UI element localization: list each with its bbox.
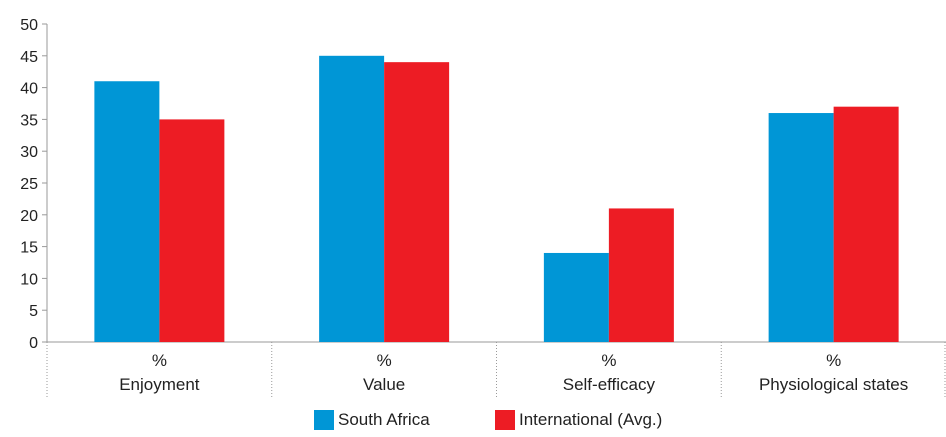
bar-south-africa-2 [543, 252, 609, 342]
y-tick-label: 35 [20, 112, 38, 129]
y-tick-label: 30 [20, 144, 38, 161]
bar-south-africa-1 [319, 55, 385, 343]
y-tick-label: 25 [20, 176, 38, 193]
category-sub-label: % [377, 351, 392, 370]
y-tick-label: 5 [29, 303, 38, 320]
bar-south-africa-3 [768, 113, 834, 342]
y-tick-label: 15 [20, 240, 38, 257]
y-tick-label: 20 [20, 208, 38, 225]
category-sub-label: % [826, 351, 841, 370]
y-tick-label: 10 [20, 271, 38, 288]
y-tick-label: 40 [20, 81, 38, 98]
bar-international-3 [833, 106, 899, 343]
legend-label-south-africa: South Africa [338, 410, 430, 429]
y-tick-label: 50 [20, 17, 38, 34]
legend-label-international: International (Avg.) [519, 410, 663, 429]
category-sub-label: % [152, 351, 167, 370]
category-label: Enjoyment [119, 375, 200, 394]
labels: 0 5 10 15 20 25 30 35 40 45 50% Enjoyment% Value% Sel… [20, 17, 908, 394]
category-label: Self-efficacy [563, 375, 656, 394]
category-sub-label: % [601, 351, 616, 370]
legend-swatch-south-africa [314, 410, 334, 430]
bar-international-0 [159, 119, 225, 343]
bar-south-africa-0 [94, 81, 160, 343]
bars [94, 55, 899, 343]
legend-item-international: International (Avg.) [495, 410, 662, 430]
legend-swatch-international [495, 410, 515, 430]
bar-international-1 [384, 62, 450, 342]
legend-item-south-africa: South Africa [314, 410, 430, 430]
bar-international-2 [608, 208, 674, 342]
y-tick-label: 45 [20, 49, 38, 66]
y-tick-label: 0 [29, 335, 38, 352]
category-label: Value [363, 375, 405, 394]
bar-chart: 0 5 10 15 20 25 30 35 40 45 50% Enjoyment% Value% Sel… [20, 17, 946, 398]
category-label: Physiological states [759, 375, 908, 394]
legend: South Africa International (Avg.) [0, 410, 946, 434]
